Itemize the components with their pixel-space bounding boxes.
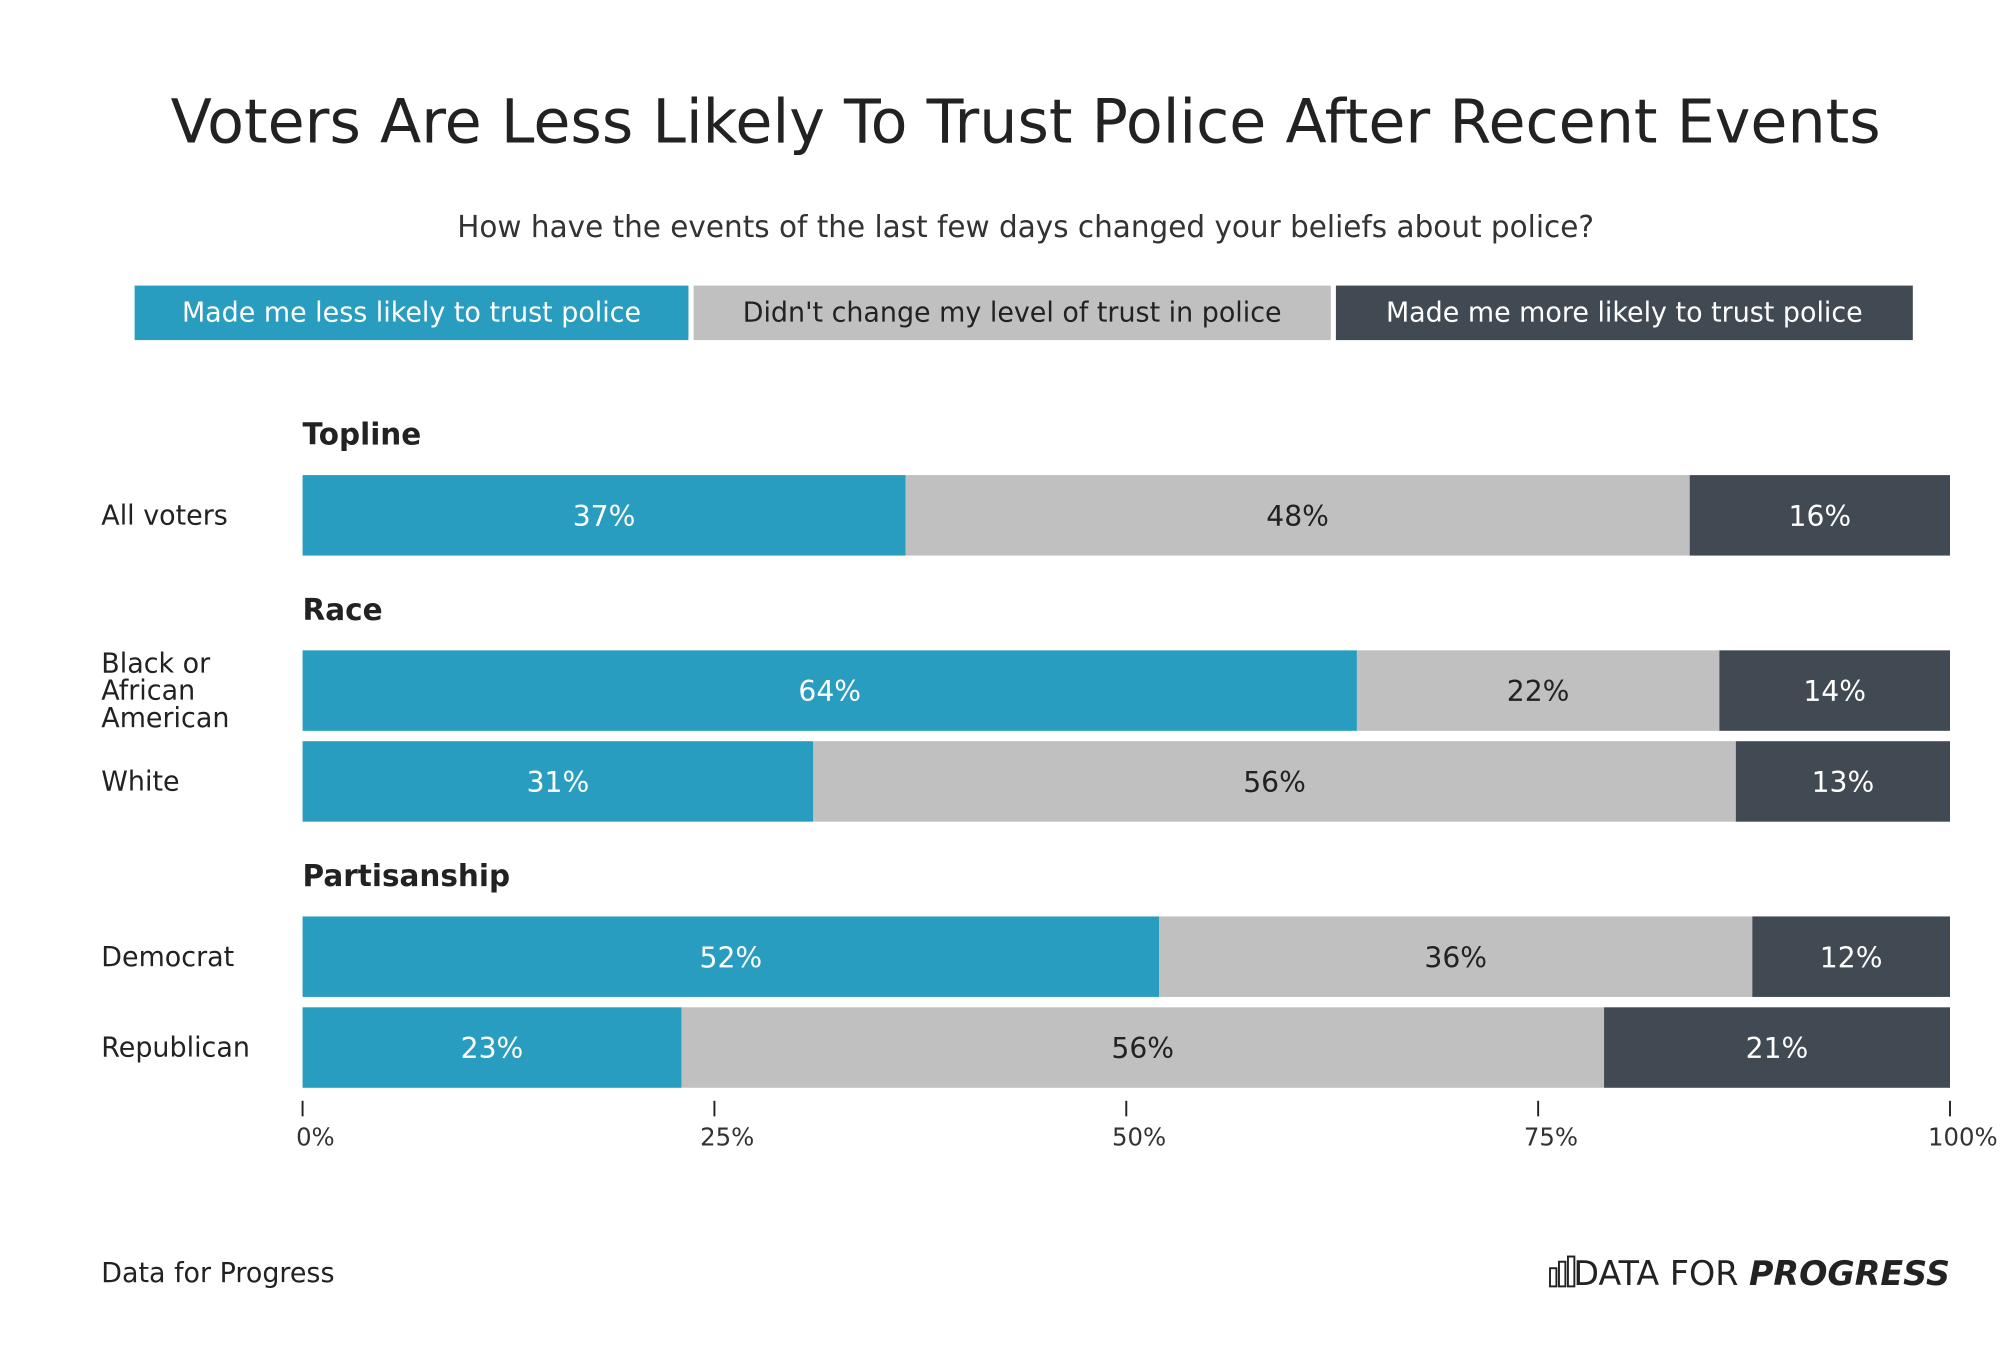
bar-segment <box>1689 475 1950 556</box>
legend-label: Made me more likely to trust police <box>1386 298 1863 329</box>
value-label: 13% <box>1812 766 1875 799</box>
category-label: Republican <box>101 1031 250 1063</box>
logo-icon <box>1566 1255 1576 1288</box>
bar-segment <box>1752 916 1950 997</box>
bar-segment <box>302 1007 682 1088</box>
category-label: Black or African American <box>101 647 230 733</box>
legend-swatch <box>134 285 689 341</box>
value-label: 12% <box>1820 941 1883 974</box>
value-label: 23% <box>461 1032 524 1065</box>
bar-segment <box>302 916 1160 997</box>
category-label: Democrat <box>101 940 235 972</box>
logo-text: DATA FOR PROGRESS <box>1573 1253 1950 1292</box>
bar-segment <box>813 741 1736 822</box>
legend-swatch <box>1335 285 1913 341</box>
group-header: Partisanship <box>303 858 511 893</box>
category-label-box: White <box>101 765 180 797</box>
category-label-box: Black or African American <box>101 647 230 733</box>
bar-segment <box>302 475 906 556</box>
value-label: 36% <box>1424 941 1487 974</box>
logo: DATA FOR PROGRESS <box>1549 1253 1950 1292</box>
source: Data for Progress <box>101 1258 334 1289</box>
legend-swatch <box>693 285 1331 341</box>
bar-segment <box>681 1007 1605 1088</box>
bar-segment <box>1604 1007 1950 1088</box>
value-label: 56% <box>1243 766 1306 799</box>
x-tick-label: 100% <box>1928 1122 1998 1151</box>
bar-segment <box>1159 916 1753 997</box>
legend-label: Made me less likely to trust police <box>182 298 641 329</box>
bar-segment <box>302 650 1357 731</box>
x-tick-label: 75% <box>1524 1122 1578 1151</box>
logo-icon <box>1549 1267 1558 1288</box>
x-tick-label: 0% <box>296 1122 335 1151</box>
value-label: 52% <box>700 941 763 974</box>
x-tick-label: 50% <box>1112 1122 1166 1151</box>
value-label: 14% <box>1803 675 1866 708</box>
value-label: 48% <box>1266 500 1329 533</box>
bar-segment <box>302 741 814 822</box>
logo-light: DATA FOR <box>1573 1253 1738 1292</box>
legend-label: Didn't change my level of trust in polic… <box>743 298 1282 329</box>
category-label-box: Republican <box>101 1031 250 1063</box>
bar-segment <box>1356 650 1720 731</box>
value-label: 37% <box>573 500 636 533</box>
x-tick-label: 25% <box>700 1122 754 1151</box>
bar-segment <box>905 475 1690 556</box>
value-label: 56% <box>1111 1032 1174 1065</box>
chart-title: Voters Are Less Likely To Trust Police A… <box>171 87 1881 157</box>
bar-segment <box>1735 741 1950 822</box>
category-label-box: All voters <box>101 499 228 531</box>
logo-icon <box>1558 1260 1567 1288</box>
value-label: 16% <box>1789 500 1852 533</box>
value-label: 31% <box>527 766 590 799</box>
value-label: 21% <box>1746 1032 1809 1065</box>
category-label-box: Democrat <box>101 940 235 972</box>
group-header: Race <box>303 592 383 627</box>
category-label: All voters <box>101 499 228 531</box>
value-label: 64% <box>798 675 861 708</box>
value-label: 22% <box>1507 675 1570 708</box>
group-header: Topline <box>303 417 422 452</box>
category-label: White <box>101 765 180 797</box>
logo-bold: PROGRESS <box>1749 1253 1950 1292</box>
bar-segment <box>1719 650 1950 731</box>
chart-subtitle: How have the events of the last few days… <box>457 209 1594 244</box>
